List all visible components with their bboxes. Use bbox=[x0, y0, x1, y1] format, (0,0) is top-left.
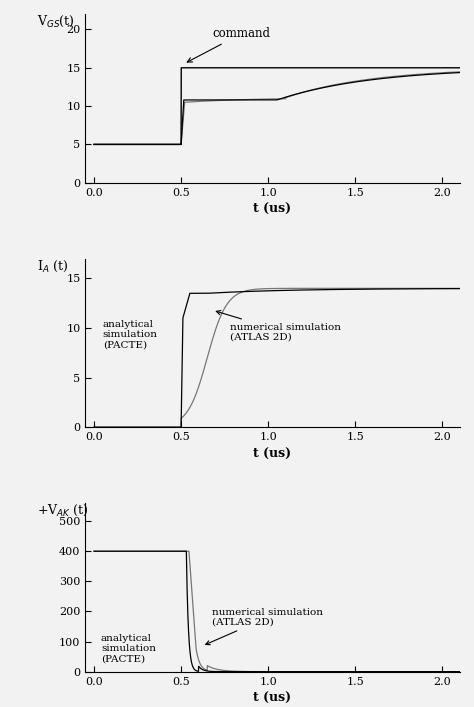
X-axis label: t (us): t (us) bbox=[254, 203, 292, 216]
Text: numerical simulation
(ATLAS 2D): numerical simulation (ATLAS 2D) bbox=[216, 310, 341, 342]
Text: analytical
simulation
(PACTE): analytical simulation (PACTE) bbox=[103, 320, 158, 350]
Text: I$_A$ (t): I$_A$ (t) bbox=[36, 259, 68, 274]
Text: command: command bbox=[187, 27, 271, 62]
X-axis label: t (us): t (us) bbox=[254, 692, 292, 705]
Text: analytical
simulation
(PACTE): analytical simulation (PACTE) bbox=[101, 634, 156, 664]
Text: numerical simulation
(ATLAS 2D): numerical simulation (ATLAS 2D) bbox=[206, 607, 323, 645]
Text: V$_{GS}$(t): V$_{GS}$(t) bbox=[36, 14, 74, 29]
X-axis label: t (us): t (us) bbox=[254, 448, 292, 460]
Text: $+$V$_{AK}$ (t): $+$V$_{AK}$ (t) bbox=[36, 503, 88, 518]
